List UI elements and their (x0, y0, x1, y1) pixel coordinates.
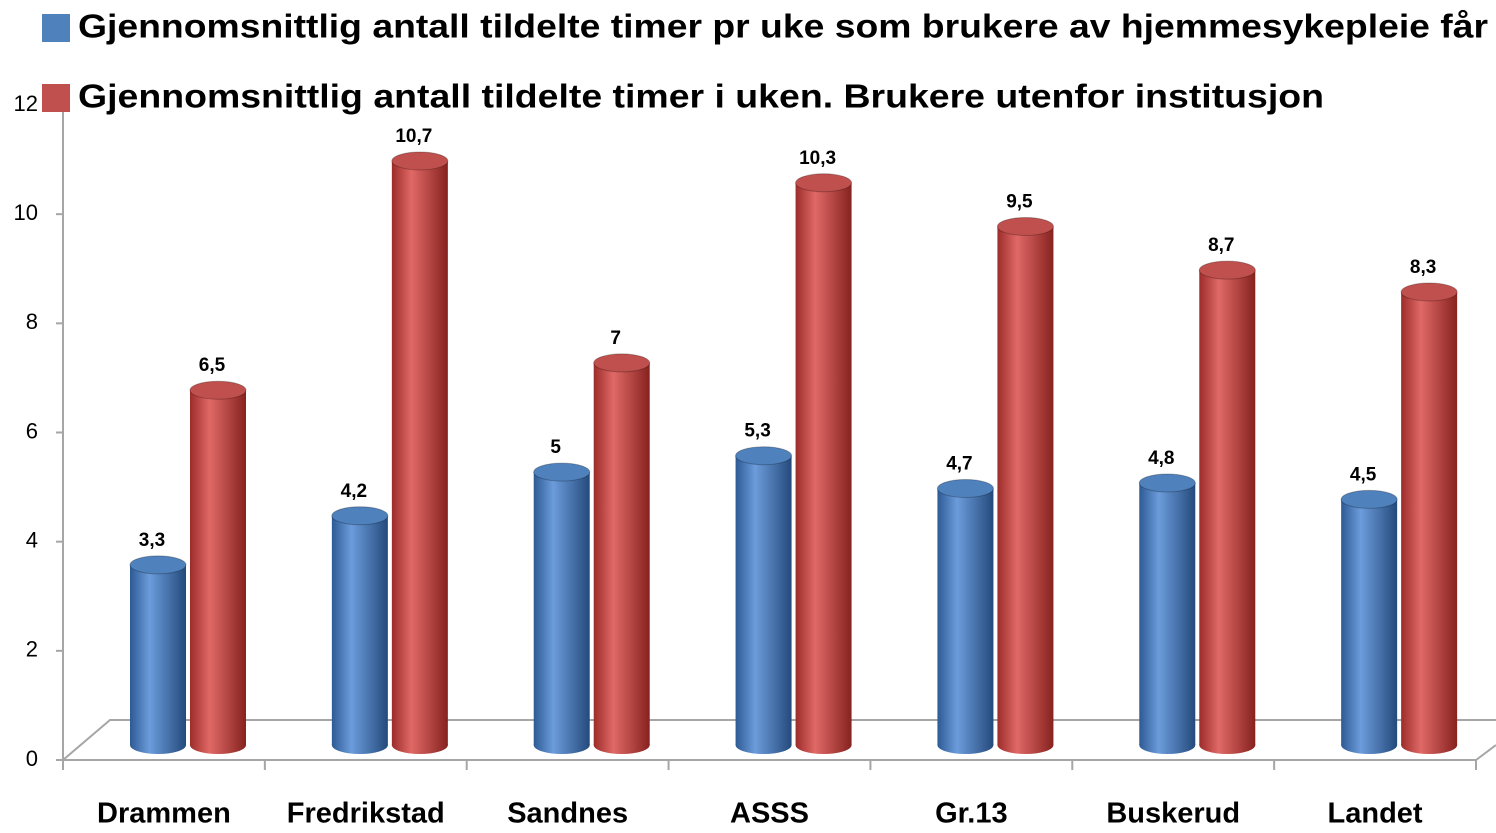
data-label: 7 (610, 328, 621, 349)
x-tick-label: ASSS (730, 798, 809, 830)
bar-top (593, 353, 651, 373)
bar-body (331, 515, 388, 745)
data-label: 5 (550, 437, 561, 458)
bar-top (331, 506, 389, 526)
x-tick-label: Drammen (97, 798, 231, 830)
data-label: 9,5 (1006, 191, 1033, 212)
bar-body (1401, 291, 1458, 745)
x-tick-label: Landet (1328, 798, 1423, 830)
bar (1138, 473, 1196, 754)
bar (1400, 282, 1458, 754)
data-label: 8,7 (1208, 235, 1234, 256)
bar-body (997, 226, 1054, 746)
data-label: 4,2 (341, 481, 367, 502)
bar (1340, 489, 1398, 754)
bar-top (735, 446, 793, 466)
bar (533, 462, 591, 754)
bar-body (1139, 483, 1196, 745)
bar-body (937, 488, 994, 745)
bar-body (533, 472, 590, 745)
data-label: 10,3 (799, 148, 836, 169)
x-tick-label: Gr.13 (935, 798, 1008, 830)
x-tick-label: Fredrikstad (287, 798, 445, 830)
data-label: 4,8 (1148, 448, 1174, 469)
legend-label: Gjennomsnittlig antall tildelte timer pr… (78, 8, 1488, 45)
data-label: 10,7 (395, 126, 432, 147)
y-tick-label: 10 (14, 200, 38, 225)
bar (735, 446, 793, 754)
bar (936, 478, 994, 754)
data-label: 4,5 (1350, 464, 1377, 485)
bar (331, 506, 389, 754)
x-tick-label: Sandnes (507, 798, 628, 830)
bar-top (1400, 282, 1458, 302)
bar-top (1138, 473, 1196, 493)
bar-body (735, 455, 792, 745)
bar (996, 216, 1054, 754)
bar-body (130, 564, 186, 745)
bar-top (1340, 489, 1398, 509)
data-label: 8,3 (1410, 257, 1436, 278)
bar-top (129, 555, 187, 575)
bar-body (190, 390, 246, 745)
bar-top (795, 173, 853, 193)
data-label: 4,7 (946, 453, 972, 474)
data-label: 6,5 (199, 355, 226, 376)
y-tick-label: 4 (26, 527, 38, 552)
bar-body (1341, 499, 1398, 745)
bar-top (996, 216, 1054, 236)
y-tick-label: 12 (14, 91, 38, 116)
bar (391, 151, 449, 754)
bar-top (189, 380, 247, 400)
bar-body (391, 160, 448, 746)
bar-top (533, 462, 591, 482)
legend-swatch (42, 14, 70, 42)
bar-top (1198, 260, 1256, 280)
y-tick-label: 0 (26, 746, 38, 771)
bar-top (391, 151, 449, 171)
bar (593, 353, 651, 754)
legend-label: Gjennomsnittlig antall tildelte timer i … (78, 78, 1324, 115)
data-label: 3,3 (139, 530, 165, 551)
bar-body (795, 182, 852, 745)
x-tick-label: Buskerud (1106, 798, 1240, 830)
y-tick-label: 8 (26, 309, 38, 334)
bar-body (593, 362, 650, 745)
bar (189, 380, 247, 754)
legend-swatch (42, 84, 70, 112)
data-label: 5,3 (744, 421, 770, 442)
bar-body (1199, 270, 1256, 745)
bar (1198, 260, 1256, 754)
bar (795, 173, 853, 754)
bar-top (936, 478, 994, 498)
y-tick-label: 6 (26, 418, 38, 443)
bar (129, 555, 187, 754)
y-tick-label: 2 (26, 637, 38, 662)
